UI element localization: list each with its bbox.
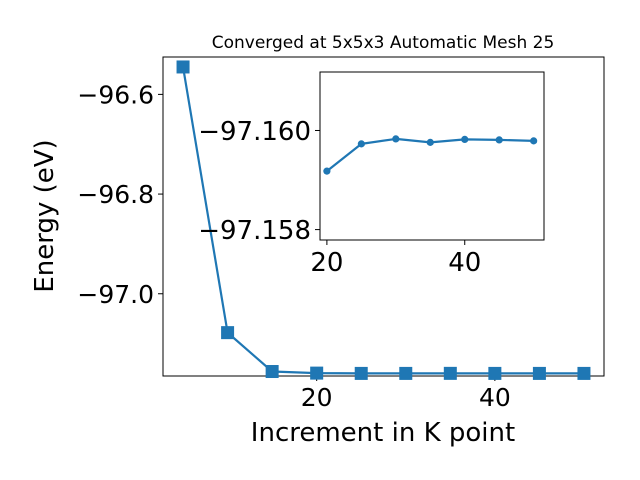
main-series-line	[181, 66, 584, 375]
main-x-ticks: 20 40	[301, 376, 511, 412]
main-data-point	[577, 366, 591, 380]
main-series	[176, 60, 591, 380]
main-data-point	[532, 366, 546, 380]
main-y-ticks: −96.6 −96.8 −97.0	[77, 80, 163, 309]
main-y-tick-label: −97.0	[77, 280, 154, 309]
inset-y-ticks: −97.160 −97.158	[198, 117, 320, 246]
main-y-axis-label: Energy (eV)	[30, 139, 60, 292]
main-data-point	[310, 366, 324, 380]
inset-plot-frame	[319, 71, 545, 241]
main-y-tick-label: −96.6	[77, 80, 154, 109]
main-x-axis-label: Increment in K point	[251, 418, 515, 448]
inset-data-point	[530, 137, 538, 145]
inset-x-tick-label: 40	[448, 248, 481, 278]
inset-x-ticks: 20 40	[310, 240, 481, 278]
inset-data-point	[357, 140, 365, 148]
inset-data-point	[495, 136, 503, 144]
main-chart: 20 40 −96.6−96.8−97.0 Converged at 5x5x3 …	[30, 33, 605, 448]
inset-y-tick-label: −97.160	[198, 117, 311, 147]
main-x-tick-label: 20	[301, 383, 333, 412]
main-data-point	[399, 366, 413, 380]
main-title: Converged at 5x5x3 Automatic Mesh 25	[212, 33, 555, 53]
inset-y-tick-label: −97.158	[198, 216, 311, 246]
main-data-point	[443, 366, 457, 380]
main-data-point	[265, 365, 279, 379]
main-data-point	[176, 60, 190, 74]
main-data-point	[488, 366, 502, 380]
inset-data-point	[461, 135, 469, 143]
main-x-tick-label: 40	[479, 383, 511, 412]
main-data-point	[354, 366, 368, 380]
inset-data-point	[392, 135, 400, 143]
inset-plot-background	[320, 72, 544, 240]
main-data-point	[221, 326, 235, 340]
inset-series	[323, 135, 538, 175]
inset-chart: 20 40 −97.160−97.158	[198, 71, 545, 278]
inset-x-tick-label: 20	[310, 248, 343, 278]
inset-data-point	[323, 167, 331, 175]
main-y-tick-label: −96.8	[77, 180, 154, 209]
main-plot-frame	[162, 56, 605, 377]
inset-data-point	[426, 138, 434, 146]
